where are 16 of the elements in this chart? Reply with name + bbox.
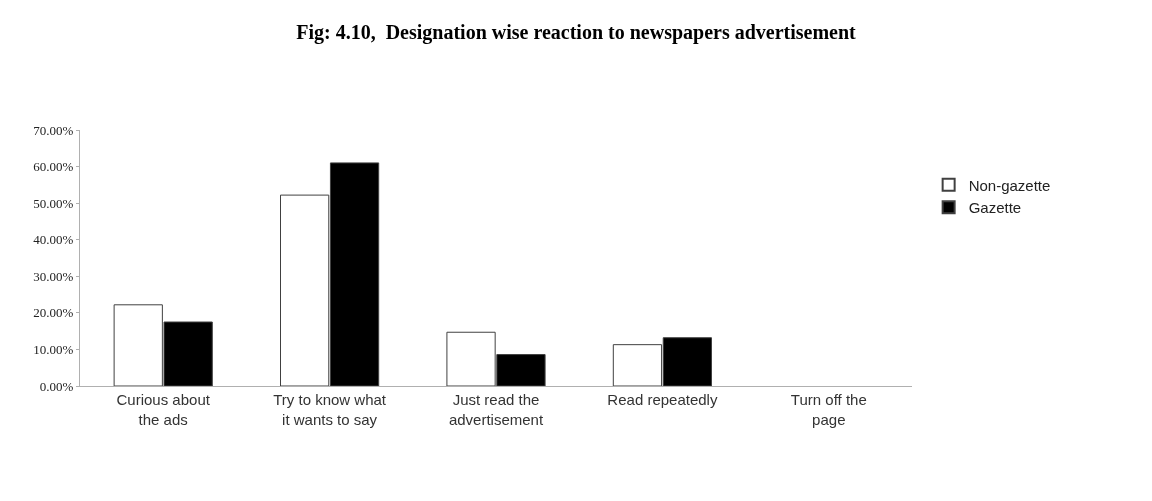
x-tick-label: Turn off the page: [790, 391, 867, 428]
legend-label: Gazette: [968, 199, 1022, 216]
y-tick-label: 40.00%: [33, 232, 74, 248]
y-tick-label: 10.00%: [33, 341, 74, 357]
legend-label: Non-gazette: [968, 176, 1051, 194]
y-tick-label: 60.00%: [33, 159, 74, 175]
y-tick-label: 50.00%: [33, 195, 74, 211]
y-tick-label: 30.00%: [33, 268, 74, 284]
x-tick-label: Try to know what it wants to say: [273, 391, 387, 428]
x-tick-label: Read repeatedly: [607, 391, 718, 408]
y-tick-label: 20.00%: [33, 305, 74, 321]
x-tick-label: Just read the advertisement: [448, 391, 544, 428]
chart-title: Fig: 4.10, Designation wise reaction to newspapers advertisement: [296, 21, 857, 45]
x-tick-label: Curious about the ads: [116, 391, 211, 428]
y-tick-label: 0.00%: [39, 378, 74, 394]
y-tick-label: 70.00%: [33, 122, 74, 138]
